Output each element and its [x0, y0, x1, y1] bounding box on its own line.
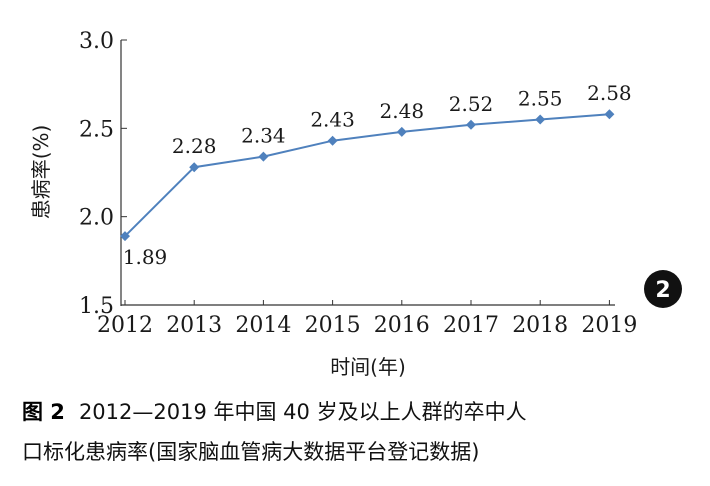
line-chart: 1.52.02.53.0 2012 2013 2014 2015 2016 2017 201… [29, 29, 682, 379]
data-label: 2.28 [172, 134, 217, 158]
data-point-marker [258, 151, 269, 162]
data-label: 2.55 [518, 87, 563, 111]
data-point-marker [466, 119, 476, 130]
x-tick-label: 2015 [305, 313, 361, 338]
data-point-marker [327, 135, 338, 146]
y-tick-label: 1.5 [79, 294, 114, 319]
data-point-marker [189, 162, 200, 173]
caption-text-1: 2012—2019 年中国 40 岁及以上人群的卒中人 [78, 400, 527, 424]
data-point-marker [396, 126, 407, 137]
x-axis-title: 时间(年) [330, 355, 406, 379]
y-tick-label: 3.0 [79, 29, 114, 54]
data-label: 1.89 [123, 245, 168, 269]
x-tick-label: 2017 [443, 313, 499, 338]
figure-caption: 图 2 2012—2019 年中国 40 岁及以上人群的卒中人 口标化患病率(国家… [22, 392, 692, 472]
data-label-group: 1.89 2.28 2.34 2.43 2.48 2.52 2.55 2.58 [123, 81, 632, 269]
x-tick-label: 2018 [512, 313, 568, 338]
x-tick-label: 2014 [235, 313, 291, 338]
figure-number-badge: 2 [644, 270, 682, 308]
badge-number: 2 [655, 278, 670, 303]
caption-line-1: 图 2 2012—2019 年中国 40 岁及以上人群的卒中人 [22, 392, 692, 432]
data-point-marker [535, 114, 546, 125]
x-tick-label: 2012 [97, 313, 153, 338]
data-point-marker [120, 231, 130, 242]
data-label: 2.43 [310, 108, 355, 132]
x-tick-group: 2012 2013 2014 2015 2016 2017 2018 2019 [97, 300, 637, 338]
x-tick-label: 2019 [581, 313, 637, 338]
y-tick-group: 1.5 2.0 2.5 3.0 [79, 29, 127, 319]
data-point-marker [604, 109, 615, 120]
x-tick-label: 2016 [374, 313, 430, 338]
series-line [124, 113, 610, 237]
data-label: 2.52 [449, 92, 494, 116]
y-tick-label: 2.5 [79, 117, 114, 142]
y-axis-title: 患病率(%) [29, 125, 53, 220]
badge-circle [644, 270, 682, 308]
figure-label: 图 2 [22, 400, 65, 424]
x-tick-label: 2013 [166, 313, 222, 338]
y-tick-label: 2.0 [79, 206, 114, 231]
data-label: 2.34 [241, 124, 286, 148]
caption-line-2: 口标化患病率(国家脑血管病大数据平台登记数据) [22, 440, 480, 464]
data-label: 2.58 [587, 81, 632, 105]
data-label: 2.48 [380, 99, 425, 123]
data-point-group [120, 109, 615, 242]
